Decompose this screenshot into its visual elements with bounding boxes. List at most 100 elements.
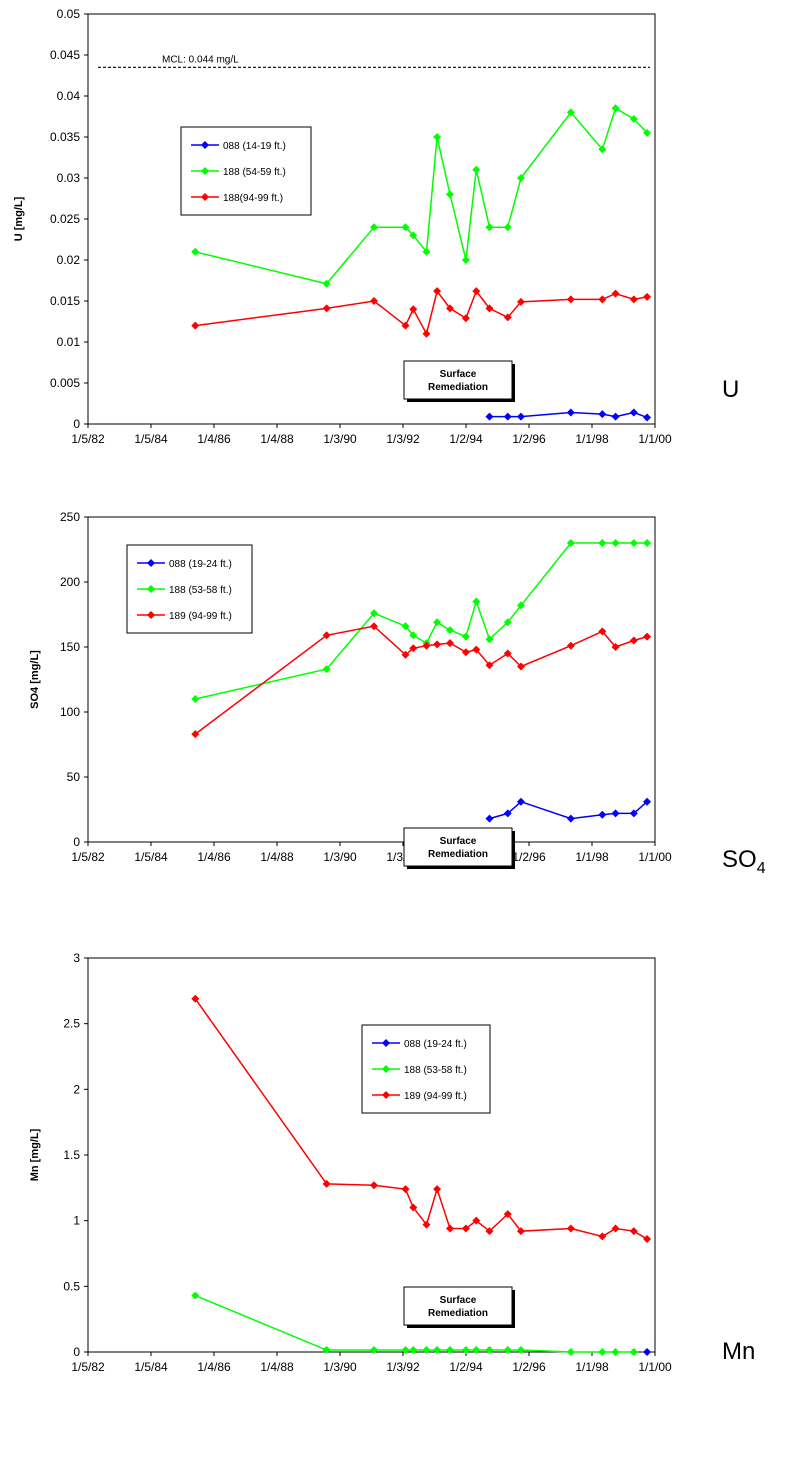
data-point xyxy=(629,1227,638,1236)
legend-swatch-marker xyxy=(201,141,209,149)
data-point xyxy=(643,1348,652,1356)
legend-label: 088 (19-24 ft.) xyxy=(404,1039,467,1050)
annotation-line2: Remediation xyxy=(428,849,488,860)
legend-label: 188 (54-59 ft.) xyxy=(223,167,286,178)
data-point xyxy=(485,635,494,644)
plot-area xyxy=(87,957,656,1353)
data-point xyxy=(503,618,512,627)
data-point xyxy=(446,304,455,313)
series-line-3 xyxy=(194,625,648,735)
y-tick-label: 0.01 xyxy=(57,335,81,349)
data-point xyxy=(461,632,470,641)
data-point xyxy=(433,1346,442,1355)
legend-swatch-marker xyxy=(147,611,155,619)
data-point xyxy=(566,108,575,117)
data-point xyxy=(461,1346,470,1355)
y-tick-label: 0.035 xyxy=(50,130,80,144)
y-axis-label: SO4 [mg/L] xyxy=(29,650,41,709)
y-axis-label: U [mg/L] xyxy=(13,196,25,241)
data-point xyxy=(422,641,431,650)
annotation-box xyxy=(403,827,513,867)
x-tick-label: 1/4/86 xyxy=(197,1360,231,1374)
data-point xyxy=(643,632,652,641)
data-point xyxy=(409,631,418,640)
data-point xyxy=(322,304,331,313)
data-point xyxy=(611,104,620,113)
y-tick-label: 0.045 xyxy=(50,48,80,62)
data-point xyxy=(566,295,575,304)
data-point xyxy=(516,662,525,671)
y-tick-label: 0.5 xyxy=(63,1279,80,1293)
data-point xyxy=(485,304,494,313)
x-tick-label: 1/5/82 xyxy=(71,1360,105,1374)
data-point xyxy=(503,649,512,658)
data-point xyxy=(191,247,200,256)
data-point xyxy=(370,1181,379,1190)
x-tick-label: 1/3/92 xyxy=(386,432,420,446)
data-point xyxy=(370,223,379,232)
data-point xyxy=(566,641,575,650)
x-tick-label: 1/2/96 xyxy=(512,1360,546,1374)
data-point xyxy=(503,313,512,322)
data-point xyxy=(472,165,481,174)
y-tick-label: 200 xyxy=(60,575,80,589)
x-tick-label: 1/4/86 xyxy=(197,850,231,864)
data-point xyxy=(503,223,512,232)
y-tick-label: 0.02 xyxy=(57,253,81,267)
data-point xyxy=(598,1348,607,1356)
x-tick-label: 1/3/90 xyxy=(323,1360,357,1374)
data-point xyxy=(472,287,481,296)
data-point xyxy=(433,287,442,296)
data-point xyxy=(611,289,620,298)
annotation-line2: Remediation xyxy=(428,382,488,393)
side-label-text: Mn xyxy=(722,1338,756,1365)
x-tick-label: 1/5/84 xyxy=(134,850,168,864)
data-point xyxy=(472,645,481,654)
data-point xyxy=(643,1235,652,1244)
x-tick-label: 1/1/00 xyxy=(638,850,672,864)
data-point xyxy=(401,223,410,232)
data-point xyxy=(191,321,200,330)
panel-side-label: SO4 xyxy=(722,846,766,878)
annotation-line1: Surface xyxy=(440,836,477,847)
data-point xyxy=(611,643,620,651)
data-point xyxy=(643,413,652,422)
data-point xyxy=(566,814,575,823)
x-tick-label: 1/4/88 xyxy=(260,1360,294,1374)
x-tick-label: 1/1/00 xyxy=(638,432,672,446)
chart-3: 0 0.5 1 1.5 2 2.5 3 1/5/82 1/5/84 1/4/86 1/4/88 1/3… xyxy=(29,951,672,1374)
legend-swatch-marker xyxy=(147,585,155,593)
data-point xyxy=(611,1224,620,1233)
data-point xyxy=(516,601,525,610)
x-tick-label: 1/4/86 xyxy=(197,432,231,446)
legend-swatch-marker xyxy=(382,1065,390,1073)
chart-1: 0 0.005 0.01 0.015 0.02 0.025 0.03 0.035 0.04 0.0… xyxy=(13,7,672,446)
legend-label: 188 (53-58 ft.) xyxy=(404,1065,467,1076)
chart-2: 0 50 100 150 200 250 1/5/82 1/5/84 1/4/86 1/4/88 1… xyxy=(29,510,672,869)
x-tick-label: 1/4/88 xyxy=(260,432,294,446)
data-point xyxy=(629,539,638,547)
data-point xyxy=(370,609,379,618)
data-point xyxy=(322,665,331,674)
data-point xyxy=(322,1179,331,1188)
data-point xyxy=(322,1346,331,1355)
data-point xyxy=(629,1348,638,1356)
panel-side-label: U xyxy=(722,376,739,404)
annotation-line1: Surface xyxy=(440,1295,477,1306)
plot-area xyxy=(87,13,656,425)
data-point xyxy=(629,295,638,304)
side-label-subscript: 4 xyxy=(756,859,766,877)
data-point xyxy=(401,1185,410,1194)
data-point xyxy=(643,292,652,301)
y-tick-label: 2 xyxy=(73,1082,80,1096)
legend-swatch-marker xyxy=(147,559,155,567)
data-point xyxy=(516,412,525,421)
data-point xyxy=(472,597,481,606)
x-tick-label: 1/3/90 xyxy=(323,432,357,446)
y-tick-label: 0.03 xyxy=(57,171,81,185)
data-point xyxy=(598,1232,607,1241)
x-tick-label: 1/2/94 xyxy=(449,432,483,446)
x-tick-label: 1/2/96 xyxy=(512,850,546,864)
data-point xyxy=(566,1224,575,1233)
annotation-line2: Remediation xyxy=(428,1308,488,1319)
